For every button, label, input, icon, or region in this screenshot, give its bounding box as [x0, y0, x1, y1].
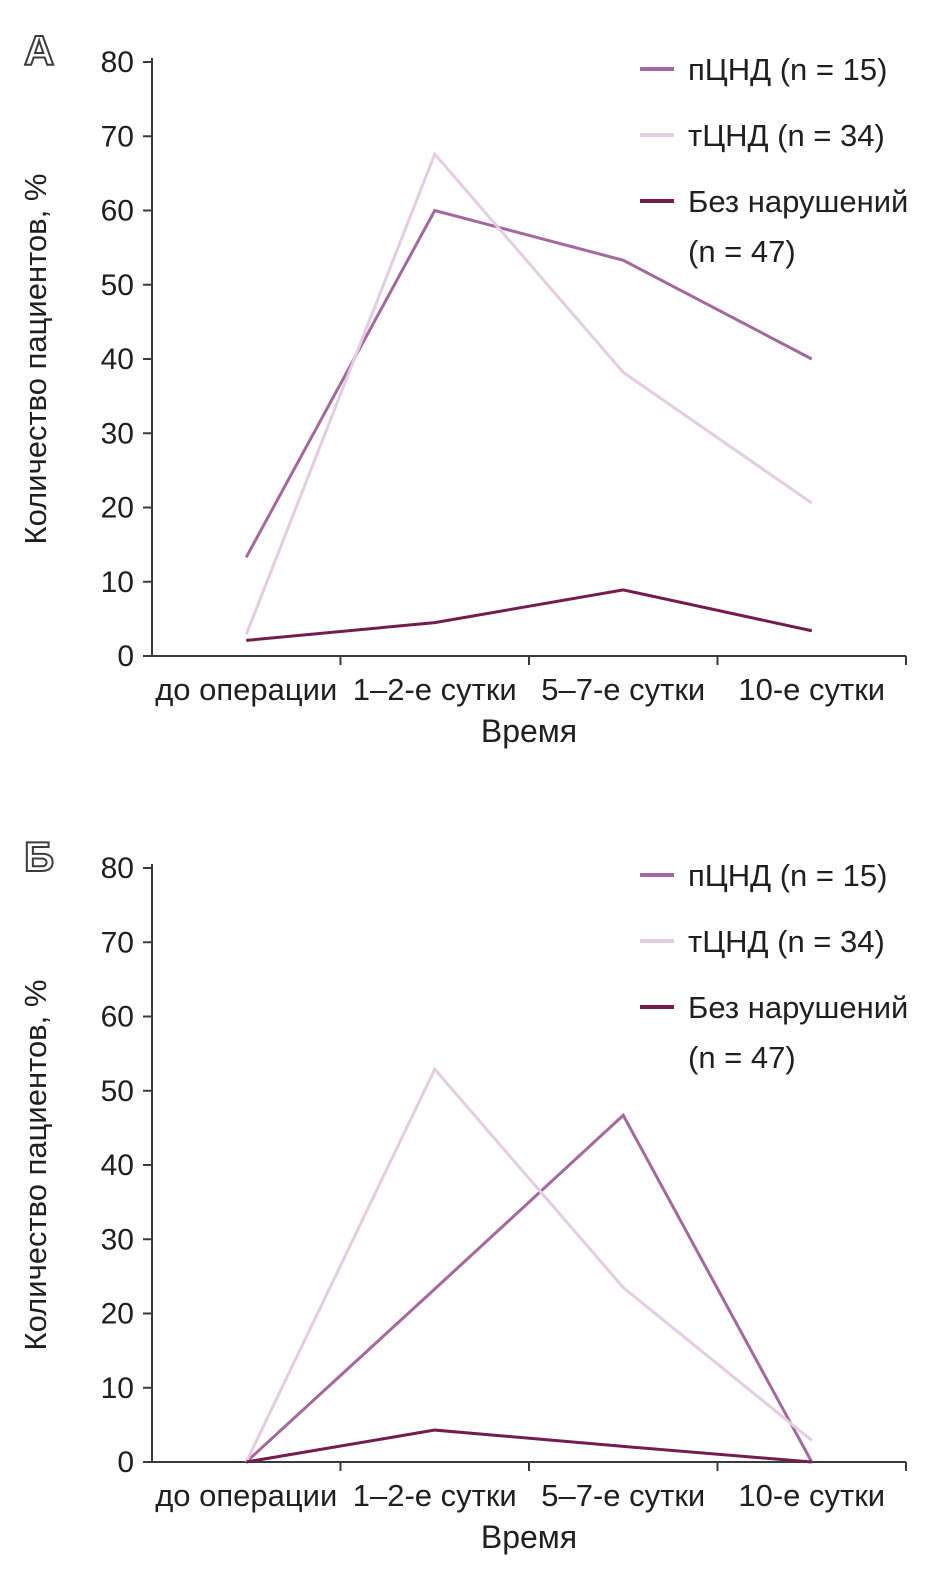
- legend-label: (n = 47): [688, 1040, 796, 1075]
- x-tick-label: 5–7-е сутки: [541, 672, 705, 707]
- legend-label: Без нарушений: [688, 990, 908, 1025]
- x-axis-title: Время: [481, 1519, 577, 1555]
- y-tick-label: 10: [101, 1372, 134, 1405]
- y-tick-label: 60: [101, 195, 134, 228]
- series-line-0: [244, 208, 813, 558]
- y-tick-label: 20: [101, 1298, 134, 1331]
- x-tick-label: 1–2-е сутки: [353, 672, 517, 707]
- y-tick-label: 0: [117, 1446, 134, 1479]
- panel-b-label: Б: [23, 833, 55, 880]
- y-tick-label: 70: [101, 120, 134, 153]
- series-line-2: [246, 588, 813, 642]
- y-tick-label: 30: [101, 417, 134, 450]
- legend-label: пЦНД (n = 15): [688, 52, 887, 87]
- legend-label: тЦНД (n = 34): [688, 924, 885, 959]
- series-line-1: [244, 1066, 813, 1463]
- legend-label: (n = 47): [688, 234, 796, 269]
- y-tick-label: 40: [101, 343, 134, 376]
- y-tick-label: 50: [101, 269, 134, 302]
- series-line-2: [245, 1428, 812, 1464]
- y-tick-label: 80: [101, 46, 134, 79]
- legend-label: Без нарушений: [688, 184, 908, 219]
- x-axis-title: Время: [481, 713, 577, 749]
- x-tick-label: 5–7-е сутки: [541, 1478, 705, 1513]
- x-tick-label: 1–2-е сутки: [353, 1478, 517, 1513]
- panel-a-label: А: [23, 27, 55, 74]
- chart-b-canvas: 0 10 20 30 40 50 60 70 80 до операции 1–2-е сутки 5…: [18, 852, 908, 1555]
- y-tick-label: 0: [117, 640, 134, 673]
- y-tick-label: 60: [101, 1001, 134, 1034]
- y-tick-label: 30: [101, 1223, 134, 1256]
- series-line-0: [245, 1112, 814, 1464]
- y-tick-label: 50: [101, 1075, 134, 1108]
- series-line-1: [244, 151, 813, 636]
- x-tick-label: до операции: [155, 672, 337, 707]
- y-tick-label: 10: [101, 566, 134, 599]
- x-tick-label: до операции: [155, 1478, 337, 1513]
- x-tick-label: 10-е сутки: [738, 1478, 885, 1513]
- panel-a: А 0 10 20 30 40 50 60 70 80 до операции 1–2-е сутк…: [0, 16, 936, 758]
- legend-label: тЦНД (n = 34): [688, 118, 885, 153]
- chart-a-canvas: 0 10 20 30 40 50 60 70 80 до операции 1–2-е сутки 5…: [18, 46, 908, 749]
- y-tick-label: 20: [101, 492, 134, 525]
- panel-b: Б 0 10 20 30 40 50 60 70 80 до операции 1–2-е сутк…: [0, 822, 936, 1564]
- y-tick-label: 80: [101, 852, 134, 885]
- y-tick-label: 40: [101, 1149, 134, 1182]
- y-tick-label: 70: [101, 926, 134, 959]
- figure: А 0 10 20 30 40 50 60 70 80 до операции 1–2-е сутк…: [0, 16, 936, 1564]
- y-axis-title: Количество пациентов, %: [18, 980, 53, 1351]
- y-axis-title: Количество пациентов, %: [18, 174, 53, 545]
- x-tick-label: 10-е сутки: [738, 672, 885, 707]
- legend-label: пЦНД (n = 15): [688, 858, 887, 893]
